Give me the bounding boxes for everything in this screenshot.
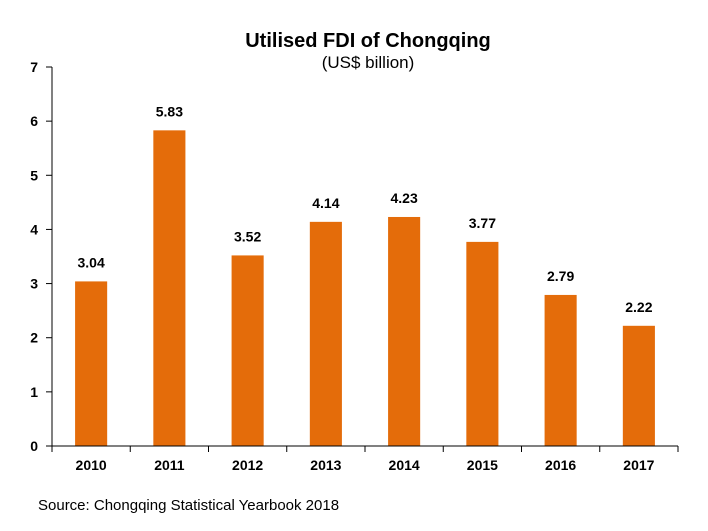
- y-tick-label: 6: [30, 113, 38, 129]
- y-axis: 0 1 2 3 4 5 6 7: [30, 59, 53, 454]
- bar: [544, 294, 577, 446]
- x-tick-label: 2015: [467, 457, 498, 473]
- y-tick-label: 1: [30, 384, 38, 400]
- data-label: 3.04: [78, 254, 105, 270]
- source-note: Source: Chongqing Statistical Yearbook 2…: [38, 497, 339, 514]
- y-tick-label: 0: [30, 438, 38, 454]
- data-label: 2.79: [547, 268, 574, 284]
- data-label: 3.77: [469, 215, 496, 231]
- data-label: 4.23: [391, 190, 418, 206]
- y-tick-label: 5: [30, 167, 38, 183]
- bar: [309, 221, 342, 446]
- bar: [231, 255, 264, 446]
- data-label: 3.52: [234, 228, 261, 244]
- chart-title: Utilised FDI of Chongqing: [245, 30, 491, 52]
- x-tick-label: 2012: [232, 457, 263, 473]
- chart-subtitle: (US$ billion): [322, 53, 415, 72]
- bars-group: 3.04 5.83 3.52 4.14 4.23 3.77 2.79 2.22: [75, 103, 655, 446]
- x-axis: 2010 2011 2012 2013 2014 2015 2016 2017: [51, 445, 679, 473]
- y-tick-label: 3: [30, 276, 38, 292]
- data-label: 5.83: [156, 103, 183, 119]
- x-tick-label: 2014: [389, 457, 420, 473]
- y-tick-label: 4: [30, 221, 38, 237]
- x-tick-label: 2010: [76, 457, 107, 473]
- x-tick-label: 2017: [623, 457, 654, 473]
- y-tick-label: 2: [30, 330, 38, 346]
- x-tick-label: 2011: [154, 457, 185, 473]
- bar: [466, 241, 499, 446]
- bar: [622, 325, 655, 446]
- x-tick-label: 2016: [545, 457, 576, 473]
- bar: [75, 281, 108, 446]
- x-tick-label: 2013: [310, 457, 341, 473]
- bar: [388, 216, 421, 446]
- data-label: 4.14: [312, 195, 339, 211]
- bar: [153, 130, 186, 446]
- data-label: 2.22: [625, 299, 652, 315]
- y-tick-label: 7: [30, 59, 38, 75]
